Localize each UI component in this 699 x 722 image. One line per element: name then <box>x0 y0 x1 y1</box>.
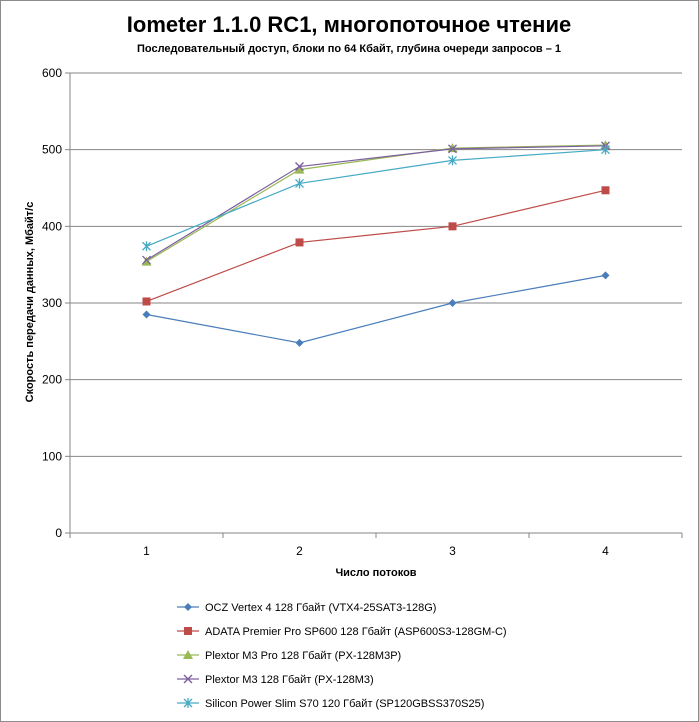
legend-marker <box>183 650 193 659</box>
data-point <box>142 241 151 252</box>
data-point <box>601 144 610 155</box>
data-point <box>448 144 457 154</box>
legend-marker <box>184 603 192 611</box>
data-point <box>142 255 151 265</box>
data-point <box>447 143 458 153</box>
legend-label: Plextor M3 128 Гбайт (PX-128M3) <box>205 674 374 686</box>
legend-label: Silicon Power Slim S70 120 Гбайт (SP120G… <box>205 698 484 710</box>
legend: OCZ Vertex 4 128 Гбайт (VTX4-25SAT3-128G… <box>177 602 507 710</box>
data-point <box>601 271 610 280</box>
data-point <box>295 162 304 172</box>
x-tick-label: 3 <box>449 544 456 558</box>
y-tick-label: 300 <box>42 296 62 310</box>
y-tick-label: 600 <box>42 66 62 80</box>
series-line-1 <box>146 274 606 344</box>
gridlines <box>70 72 682 457</box>
x-tick-label: 4 <box>602 544 609 558</box>
data-point <box>142 297 151 306</box>
series-line-2 <box>146 189 606 303</box>
y-tick-label: 500 <box>42 143 62 157</box>
legend-label: Plextor M3 Pro 128 Гбайт (PX-128M3P) <box>205 650 401 662</box>
legend-marker <box>183 674 193 684</box>
data-point <box>295 338 304 347</box>
series-line-5 <box>146 149 606 247</box>
series-group <box>141 140 611 347</box>
y-tick-label: 0 <box>55 526 62 540</box>
data-point <box>448 299 457 307</box>
data-point <box>601 186 610 195</box>
chart-title: Iometer 1.1.0 RC1, многопоточное чтение <box>127 12 571 37</box>
data-point <box>142 310 151 319</box>
legend-marker <box>183 698 193 708</box>
data-point <box>448 222 457 231</box>
series-line-4 <box>146 145 606 261</box>
data-point <box>294 164 305 174</box>
x-tick-label: 2 <box>296 544 303 558</box>
data-point <box>448 155 457 166</box>
axes <box>65 72 683 538</box>
legend-label: OCZ Vertex 4 128 Гбайт (VTX4-25SAT3-128G… <box>205 602 436 614</box>
y-axis-label: Скорость передачи данных, Мбайт/с <box>24 202 36 403</box>
tick-labels: 0 100 200 300 400 500 600 1 2 3 4 <box>42 66 609 558</box>
legend-marker <box>184 627 192 635</box>
y-tick-label: 100 <box>42 449 62 463</box>
data-point <box>295 178 304 189</box>
x-axis-label: Число потоков <box>335 567 416 579</box>
y-tick-label: 200 <box>42 373 62 387</box>
legend-label: ADATA Premier Pro SP600 128 Гбайт (ASP60… <box>205 626 507 638</box>
data-point <box>295 238 304 247</box>
x-tick-label: 1 <box>143 544 150 558</box>
series-line-3 <box>146 144 606 263</box>
chart-subtitle: Последовательный доступ, блоки по 64 Кба… <box>137 43 561 55</box>
y-tick-label: 400 <box>42 219 62 233</box>
